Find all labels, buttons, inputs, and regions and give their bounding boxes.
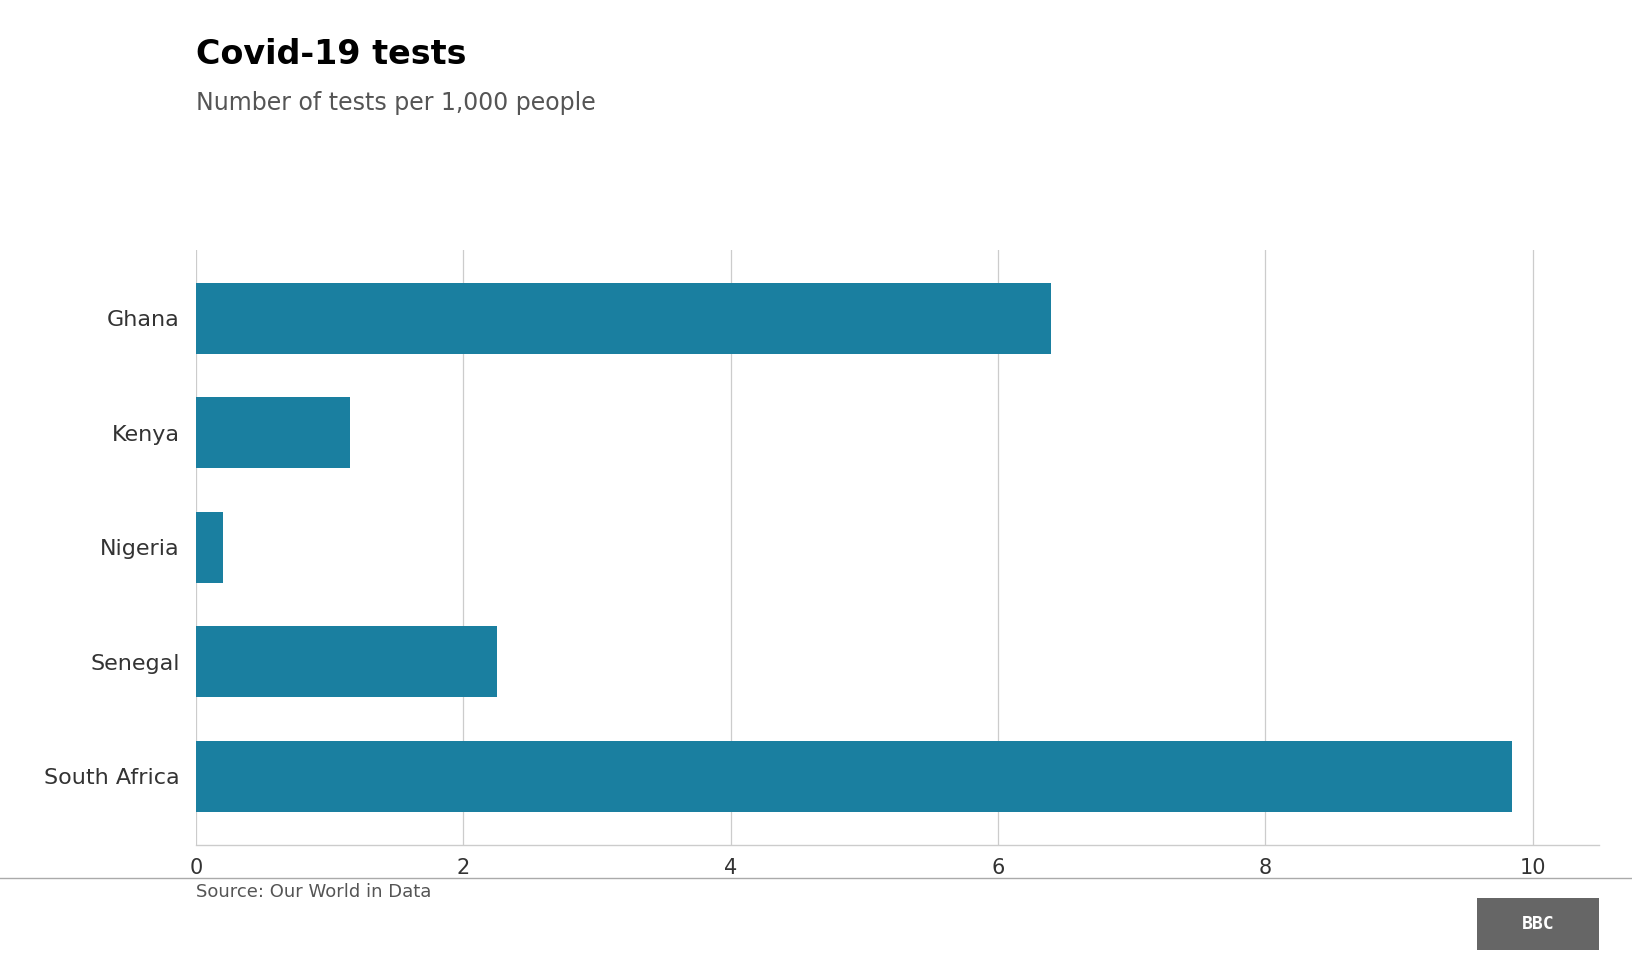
Bar [196,397,349,468]
Text: Source: Our World in Data: Source: Our World in Data [196,883,431,901]
Bar [196,741,1513,811]
Text: BBC: BBC [1523,915,1554,933]
Text: Covid-19 tests: Covid-19 tests [196,38,467,71]
Bar [196,626,496,697]
Bar [196,283,1051,353]
Text: Number of tests per 1,000 people: Number of tests per 1,000 people [196,91,596,115]
Bar [196,512,222,583]
